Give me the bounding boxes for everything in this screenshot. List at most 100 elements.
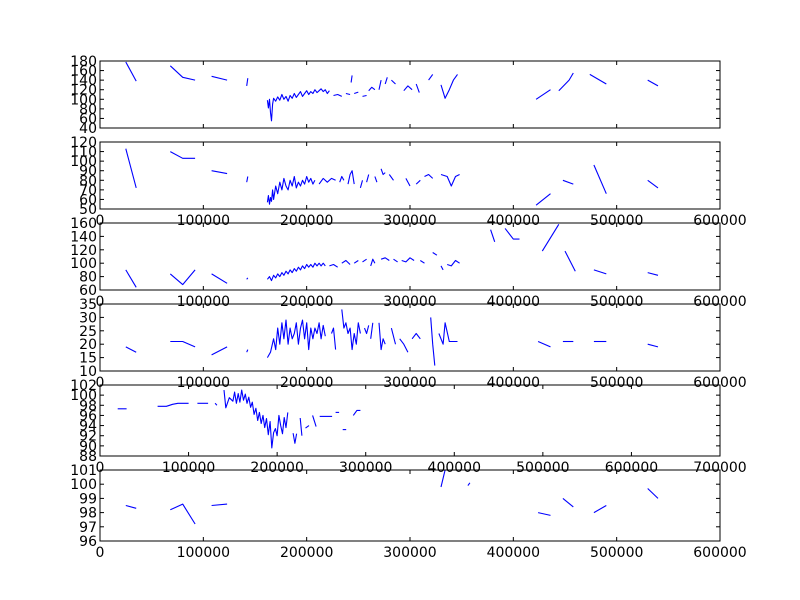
x-tick-label: 100000 (177, 294, 230, 310)
series-line-segment-19 (535, 89, 551, 100)
series-line-segment-14 (430, 317, 436, 366)
series-line-segment-3 (211, 75, 228, 81)
series-line-segment-4 (246, 277, 249, 280)
series-line-segment-2 (170, 340, 196, 348)
series-line-segment-5 (266, 319, 326, 358)
x-tick-label: 300000 (383, 375, 436, 391)
series-line-segment-3 (211, 170, 228, 175)
series-line-segment-2 (170, 151, 196, 159)
series-line-segment-13 (401, 257, 415, 263)
y-tick-label: 80 (79, 173, 97, 189)
x-tick-label: 200000 (280, 375, 333, 391)
series-line-segment-16 (537, 340, 551, 348)
y-tick-label: 100 (70, 154, 97, 170)
y-tick-label: 30 (79, 310, 97, 326)
series-line-segment-5 (223, 389, 289, 449)
series-line-segment-13 (384, 77, 388, 85)
series-line-segment-6 (330, 327, 337, 350)
x-tick-label: 300000 (383, 545, 436, 561)
x-tick-label: 500000 (590, 545, 643, 561)
y-tick-label: 110 (70, 145, 97, 161)
series-line-segment-22 (647, 79, 659, 87)
y-tick-label: 60 (79, 283, 97, 299)
series-line-segment-18 (535, 193, 551, 206)
series-line-segment-15 (403, 85, 413, 92)
series-line-segment-11 (374, 176, 378, 183)
y-tick-label: 99 (79, 491, 97, 507)
x-tick-label: 600000 (693, 375, 746, 391)
y-tick-label: 96 (79, 408, 97, 424)
series-line-segment-6 (318, 177, 336, 185)
series-line-segment-7 (299, 417, 303, 436)
series-line-segment-9 (370, 322, 374, 339)
x-tick-label: 600000 (693, 213, 746, 229)
x-tick-label: 100000 (162, 460, 215, 476)
y-tick-label: 70 (79, 183, 97, 199)
series-line-segment-7 (341, 259, 351, 265)
series-line-segment-1 (125, 61, 137, 82)
y-tick-label: 160 (70, 216, 97, 232)
subplot-stack: 4060801001201401601805060708090100110120… (70, 54, 746, 561)
y-tick-label: 101 (70, 463, 97, 479)
series-line-segment-17 (440, 173, 460, 187)
y-tick-label: 97 (79, 520, 97, 536)
series-line-segment-16 (424, 173, 434, 179)
y-tick-label: 35 (79, 297, 97, 313)
y-tick-label: 20 (79, 337, 97, 353)
series-line-segment-3 (211, 503, 228, 507)
series-line-group (125, 224, 659, 288)
x-tick-label: 400000 (428, 460, 481, 476)
x-tick-label: 600000 (605, 460, 658, 476)
series-line-segment-5 (266, 175, 316, 205)
series-line-segment-9 (647, 488, 659, 499)
y-tick-label: 100 (70, 92, 97, 108)
series-line-segment-9 (354, 91, 359, 95)
y-tick-label: 25 (79, 324, 97, 340)
x-tick-label: 200000 (280, 294, 333, 310)
series-line-segment-12 (378, 79, 382, 90)
series-line-segment-8 (593, 505, 607, 514)
series-line-segment-4 (246, 349, 249, 353)
series-line-segment-8 (353, 260, 359, 264)
series-line-segment-10 (378, 322, 386, 351)
x-tick-label: 400000 (487, 375, 540, 391)
series-line-segment-12 (393, 258, 398, 263)
y-tick-label: 15 (79, 351, 97, 367)
x-tick-label: 100000 (177, 213, 230, 229)
y-tick-label: 90 (79, 439, 97, 455)
series-line-segment-5 (266, 88, 330, 122)
series-line-segment-2 (170, 503, 196, 525)
series-line-segment-2 (157, 402, 189, 407)
series-line-segment-15 (432, 252, 438, 256)
x-tick-label: 200000 (250, 460, 303, 476)
y-tick-label: 98 (79, 506, 97, 522)
x-tick-label: 0 (96, 545, 105, 561)
series-line-segment-10 (366, 174, 370, 183)
series-line-segment-21 (589, 73, 607, 85)
series-line-segment-16 (440, 265, 444, 271)
axes-frame (99, 384, 721, 457)
x-tick-label: 0 (96, 213, 105, 229)
series-line-segment-13 (411, 332, 421, 340)
y-tick-label: 60 (79, 192, 97, 208)
series-line-segment-21 (564, 250, 576, 272)
series-line-segment-2 (169, 269, 196, 286)
series-line-segment-6 (333, 93, 343, 97)
y-tick-label: 160 (70, 64, 97, 80)
y-tick-label: 98 (79, 398, 97, 414)
x-tick-label: 0 (96, 294, 105, 310)
series-line-segment-20 (558, 72, 574, 92)
x-tick-label: 500000 (590, 294, 643, 310)
series-line-group (125, 148, 659, 206)
y-tick-label: 120 (70, 135, 97, 151)
x-tick-label: 600000 (693, 545, 746, 561)
x-tick-label: 400000 (487, 294, 540, 310)
series-line-segment-18 (440, 74, 458, 99)
series-line-segment-3 (211, 273, 228, 284)
